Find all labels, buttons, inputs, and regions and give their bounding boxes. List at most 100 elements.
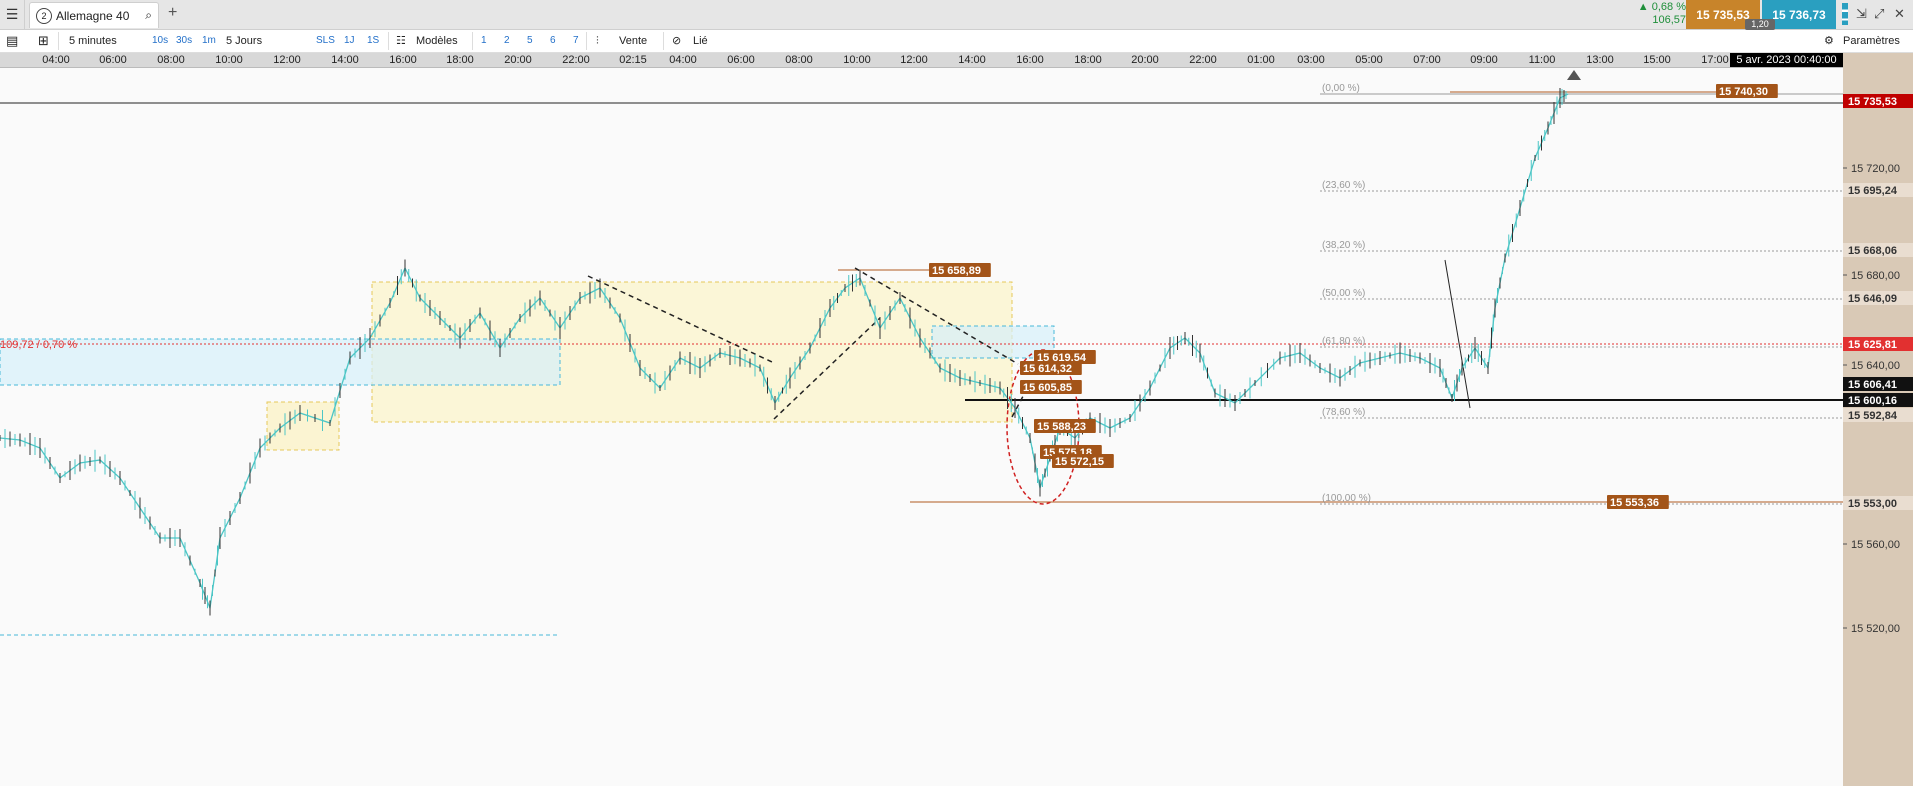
linked-button[interactable]: Lié xyxy=(693,35,708,47)
price-label-box xyxy=(1843,496,1913,510)
sell-button[interactable]: Vente xyxy=(619,35,648,47)
time-tick-label: 11:00 xyxy=(1528,54,1556,66)
period-select[interactable]: 5 Jours xyxy=(226,35,263,47)
detach-icon[interactable]: ⇲ xyxy=(1856,6,1867,21)
reference-label: 109,72 / 0,70 % xyxy=(0,339,77,351)
time-tick-label: 10:00 xyxy=(843,54,871,66)
link-icon[interactable]: ⊘ xyxy=(672,35,682,47)
layout-1-button[interactable]: 1 xyxy=(481,35,487,46)
price-tag-text: 15 614,32 xyxy=(1023,363,1072,375)
price-label-text: 15 735,53 xyxy=(1848,96,1897,108)
time-tick-label: 16:00 xyxy=(389,54,417,66)
close-icon[interactable]: ✕ xyxy=(1894,6,1905,21)
price-tick-label: 15 720,00 xyxy=(1851,163,1900,175)
time-tick-label: 04:00 xyxy=(669,54,697,66)
settings-button[interactable]: Paramètres xyxy=(1843,35,1900,47)
layout-6-button[interactable]: 6 xyxy=(550,35,556,46)
price-tick-label: 15 560,00 xyxy=(1851,539,1900,551)
time-tick-label: 12:00 xyxy=(273,54,301,66)
chart-type-icon[interactable]: ⫶ xyxy=(596,35,599,47)
layout-7-button[interactable]: 7 xyxy=(573,35,579,46)
price-tag-text: 15 658,89 xyxy=(932,265,981,277)
price-label-box xyxy=(1843,243,1913,257)
price-label-text: 15 553,00 xyxy=(1848,498,1897,510)
fib-level-label: (23,60 %) xyxy=(1322,180,1365,191)
hamburger-icon[interactable]: ☰ xyxy=(0,0,25,29)
price-tick-label: 15 640,00 xyxy=(1851,360,1900,372)
time-tick-label: 08:00 xyxy=(785,54,813,66)
fib-level-label: (100,00 %) xyxy=(1322,493,1371,504)
price-tag-text: 15 605,85 xyxy=(1023,382,1072,394)
time-tick-label: 15:00 xyxy=(1643,54,1671,66)
price-label-text: 15 592,84 xyxy=(1848,410,1898,422)
time-tick-label: 04:00 xyxy=(42,54,70,66)
zone-box xyxy=(0,338,561,386)
price-tag-box xyxy=(1020,361,1082,375)
price-label-text: 15 646,09 xyxy=(1848,293,1897,305)
period-1j-button[interactable]: 1J xyxy=(344,35,355,46)
price-tag-text: 15 572,15 xyxy=(1055,456,1104,468)
time-tick-label: 07:00 xyxy=(1413,54,1441,66)
time-axis[interactable]: 04:00 06:00 08:00 10:00 12:00 14:00 16:00 18:00… xyxy=(0,53,1843,68)
time-tick-label: 20:00 xyxy=(1131,54,1159,66)
list-icon[interactable]: ▤ xyxy=(6,33,19,48)
price-label-box xyxy=(1843,94,1913,108)
period-sls-button[interactable]: SLS xyxy=(316,35,335,46)
price-tag-box xyxy=(1020,380,1082,394)
price-tag-text: 15 588,23 xyxy=(1037,421,1086,433)
time-tick-label: 03:00 xyxy=(1297,54,1325,66)
layout-2-button[interactable]: 2 xyxy=(504,35,510,46)
gear-icon[interactable]: ⚙ xyxy=(1824,35,1834,47)
trend-line xyxy=(854,267,1019,365)
change-abs: 106,57 xyxy=(1652,14,1686,26)
price-label-text: 15 625,81 xyxy=(1848,339,1897,351)
depth-icon[interactable] xyxy=(1842,3,1848,25)
price-label-text: 15 600,16 xyxy=(1848,395,1897,407)
up-arrow-icon: ▲ xyxy=(1637,1,1649,13)
interval-1m-button[interactable]: 1m xyxy=(202,35,216,46)
tab-bar: ☰ 2 Allemagne 40 ⌕ + ▲ 0,68 % 106,57 15 … xyxy=(0,0,1913,30)
price-tick-label: 15 520,00 xyxy=(1851,623,1900,635)
time-tick-label: 13:00 xyxy=(1586,54,1614,66)
period-1s-button[interactable]: 1S xyxy=(367,35,380,46)
tab-allemagne-40[interactable]: 2 Allemagne 40 ⌕ xyxy=(29,2,159,28)
zone-box xyxy=(931,325,1055,359)
models-icon[interactable]: ☷ xyxy=(396,35,406,47)
trend-line xyxy=(1444,259,1471,409)
time-tick-label: 17:00 xyxy=(1701,54,1729,66)
interval-select[interactable]: 5 minutes xyxy=(69,35,117,47)
price-label-text: 15 695,24 xyxy=(1848,185,1898,197)
price-label-box xyxy=(1843,377,1913,391)
price-label-box xyxy=(1843,393,1913,407)
price-axis[interactable]: 15 720,00 15 680,00 15 640,00 15 560,00 15 5… xyxy=(1843,53,1913,786)
fib-level-label: (78,60 %) xyxy=(1322,407,1365,418)
time-marker-icon xyxy=(1567,70,1581,80)
price-chart[interactable]: (0,00 %) (23,60 %) (38,20 %) (50,00 %) (61,8… xyxy=(0,68,1843,786)
time-tick-label: 05:00 xyxy=(1355,54,1383,66)
search-icon[interactable]: ⌕ xyxy=(145,8,152,22)
price-tag-box xyxy=(1034,350,1096,364)
price-label-text: 15 668,06 xyxy=(1848,245,1897,257)
time-tick-label: 08:00 xyxy=(157,54,185,66)
price-tag-box xyxy=(1607,495,1669,509)
price-tick-label: 15 680,00 xyxy=(1851,270,1900,282)
time-tick-label: 22:00 xyxy=(1189,54,1217,66)
fib-level-label: (0,00 %) xyxy=(1322,83,1360,94)
bid-price-button[interactable]: 15 735,53 xyxy=(1686,0,1760,29)
interval-10s-button[interactable]: 10s xyxy=(152,35,169,46)
price-label-box xyxy=(1843,337,1913,351)
interval-30s-button[interactable]: 30s xyxy=(176,35,193,46)
price-tag-text: 15 740,30 xyxy=(1719,86,1768,98)
models-button[interactable]: Modèles xyxy=(416,35,458,47)
time-tick-label: 18:00 xyxy=(446,54,474,66)
price-tag-text: 15 553,36 xyxy=(1610,497,1659,509)
time-tick-label: 20:00 xyxy=(504,54,532,66)
price-tag-box xyxy=(929,263,991,277)
chart-toolbar: ▤ ⊞ 5 minutes 10s 30s 1m 5 Jours SLS 1J … xyxy=(0,30,1913,53)
layout-icon[interactable]: ⊞ xyxy=(38,33,49,48)
layout-5-button[interactable]: 5 xyxy=(527,35,533,46)
price-label-box xyxy=(1843,408,1913,422)
maximize-icon[interactable]: ⤢ xyxy=(1874,6,1885,21)
add-tab-button[interactable]: + xyxy=(168,4,178,21)
time-tick-label: 18:00 xyxy=(1074,54,1102,66)
